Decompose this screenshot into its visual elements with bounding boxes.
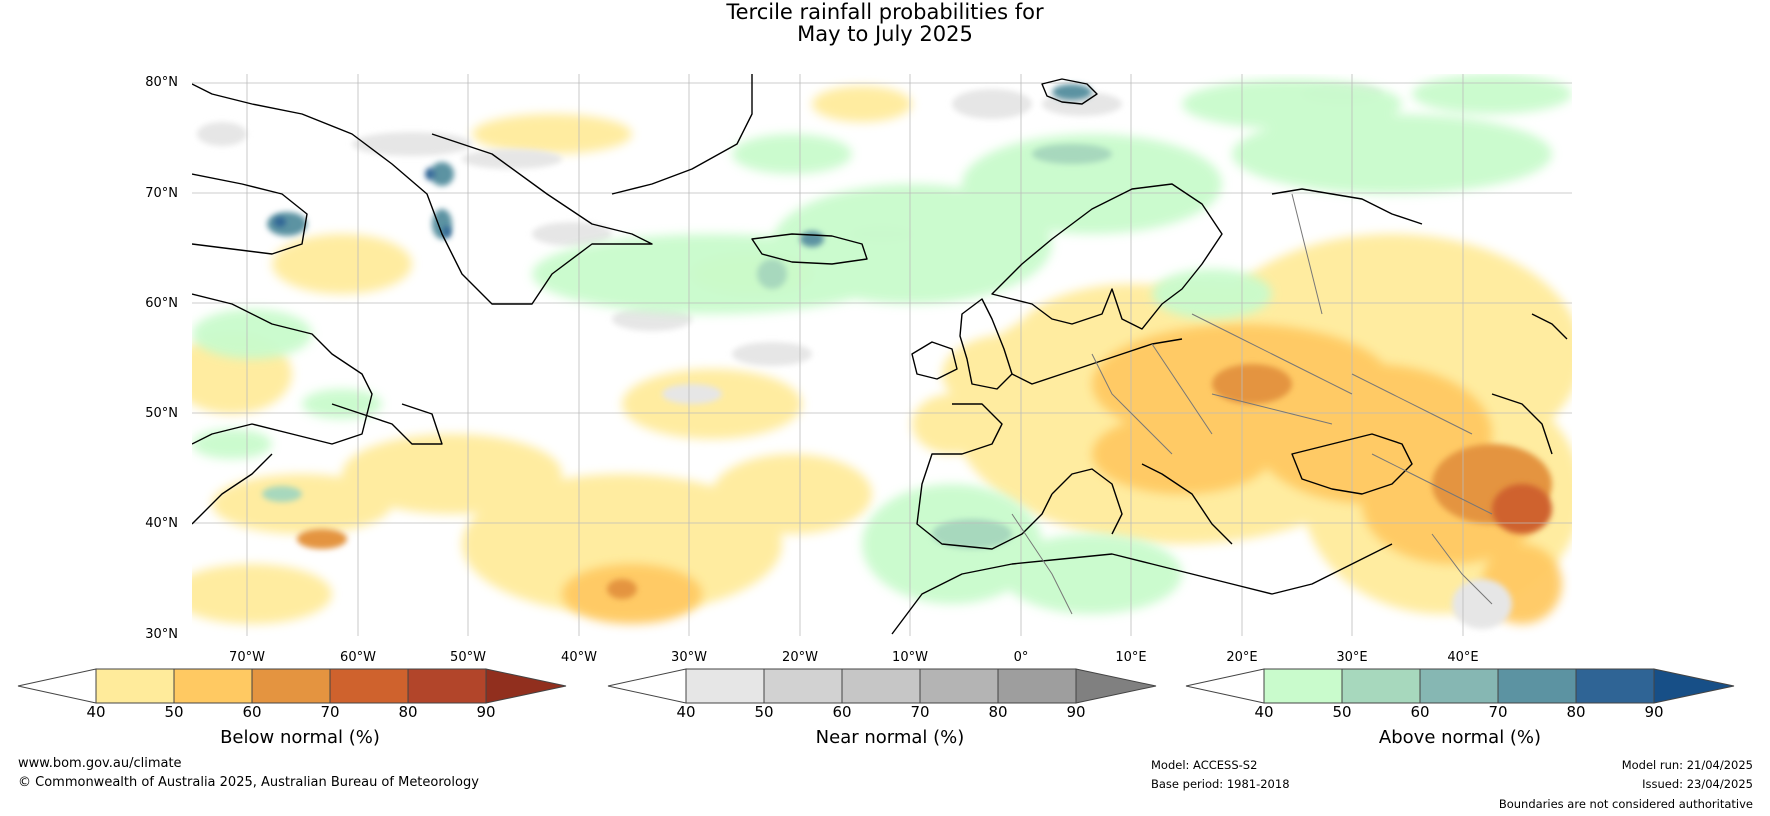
colorbar-above-tick: 50 bbox=[1332, 703, 1352, 721]
colorbar-above-swatches bbox=[1185, 668, 1735, 704]
colorbar-above-label: Above normal (%) bbox=[1378, 727, 1542, 748]
colorbar-below-tick: 50 bbox=[164, 703, 184, 721]
lon-label-30w: 30°W bbox=[671, 650, 707, 665]
footer-website: www.bom.gov.au/climate bbox=[18, 756, 182, 771]
map-title-line1: Tercile rainfall probabilities for bbox=[726, 0, 1044, 24]
colorbar-near-label: Near normal (%) bbox=[815, 727, 965, 748]
colorbar-above-tick: 90 bbox=[1644, 703, 1664, 721]
graticule bbox=[192, 74, 1572, 636]
footer-copyright: © Commonwealth of Australia 2025, Austra… bbox=[18, 775, 479, 790]
footer-issued: Issued: 23/04/2025 bbox=[1642, 777, 1753, 791]
lon-label-10e: 10°E bbox=[1115, 650, 1147, 665]
colorbar-near-swatches bbox=[607, 668, 1157, 704]
colorbar-below-tick: 80 bbox=[398, 703, 418, 721]
colorbar-near-tick: 60 bbox=[832, 703, 852, 721]
colorbar-near-tick: 80 bbox=[988, 703, 1008, 721]
lon-label-60w: 60°W bbox=[340, 650, 376, 665]
colorbar-below-tick: 70 bbox=[320, 703, 340, 721]
colorbar-below-tick: 40 bbox=[86, 703, 106, 721]
coastlines bbox=[192, 74, 1568, 635]
colorbar-below-tick: 60 bbox=[242, 703, 262, 721]
colorbar-below-tick: 90 bbox=[476, 703, 496, 721]
colorbar-below-swatches bbox=[17, 668, 567, 704]
colorbar-near-normal bbox=[607, 668, 1158, 704]
colorbar-above-tick: 80 bbox=[1566, 703, 1586, 721]
lon-label-10w: 10°W bbox=[892, 650, 928, 665]
lat-label-70n: 70°N bbox=[145, 186, 178, 201]
colorbar-above-tick: 70 bbox=[1488, 703, 1508, 721]
colorbar-below-normal bbox=[17, 668, 568, 704]
lat-label-40n: 40°N bbox=[145, 516, 178, 531]
footer-model: Model: ACCESS-S2 bbox=[1151, 758, 1258, 772]
lat-label-60n: 60°N bbox=[145, 296, 178, 311]
footer-disclaimer: Boundaries are not considered authoritat… bbox=[1498, 797, 1753, 811]
colorbar-near-tick: 90 bbox=[1066, 703, 1086, 721]
colorbar-near-tick: 40 bbox=[676, 703, 696, 721]
footer-model-run: Model run: 21/04/2025 bbox=[1621, 758, 1753, 772]
colorbar-above-normal bbox=[1185, 668, 1736, 704]
colorbar-below-label: Below normal (%) bbox=[220, 727, 380, 748]
colorbar-near-tick: 70 bbox=[910, 703, 930, 721]
lon-label-20e: 20°E bbox=[1226, 650, 1258, 665]
below-normal-shading bbox=[192, 86, 1572, 624]
lat-label-50n: 50°N bbox=[145, 406, 178, 421]
colorbar-above-tick: 60 bbox=[1410, 703, 1430, 721]
lon-label-0: 0° bbox=[1013, 650, 1029, 665]
lon-label-20w: 20°W bbox=[782, 650, 818, 665]
map-title-line2: May to July 2025 bbox=[797, 22, 973, 46]
lon-label-40e: 40°E bbox=[1447, 650, 1479, 665]
lat-label-80n: 80°N bbox=[145, 75, 178, 90]
country-boundaries bbox=[1011, 193, 1493, 615]
lon-label-50w: 50°W bbox=[450, 650, 486, 665]
probability-map bbox=[192, 74, 1572, 636]
lon-label-30e: 30°E bbox=[1336, 650, 1368, 665]
map-canvas bbox=[192, 74, 1572, 636]
lat-label-30n: 30°N bbox=[145, 627, 178, 642]
lon-label-40w: 40°W bbox=[561, 650, 597, 665]
lon-label-70w: 70°W bbox=[229, 650, 265, 665]
colorbar-near-tick: 50 bbox=[754, 703, 774, 721]
footer-base-period: Base period: 1981-2018 bbox=[1151, 777, 1290, 791]
colorbar-above-tick: 40 bbox=[1254, 703, 1274, 721]
